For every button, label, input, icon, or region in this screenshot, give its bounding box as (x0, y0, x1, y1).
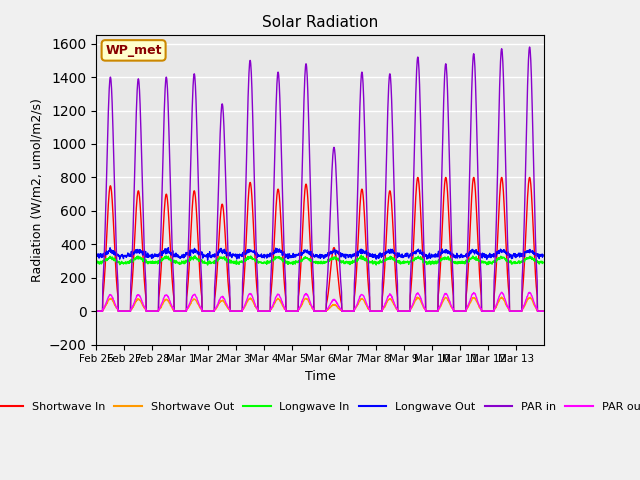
Title: Solar Radiation: Solar Radiation (262, 15, 378, 30)
X-axis label: Time: Time (305, 370, 335, 383)
Y-axis label: Radiation (W/m2, umol/m2/s): Radiation (W/m2, umol/m2/s) (30, 98, 44, 282)
Legend: Shortwave In, Shortwave Out, Longwave In, Longwave Out, PAR in, PAR out: Shortwave In, Shortwave Out, Longwave In… (0, 397, 640, 416)
Text: WP_met: WP_met (106, 44, 162, 57)
